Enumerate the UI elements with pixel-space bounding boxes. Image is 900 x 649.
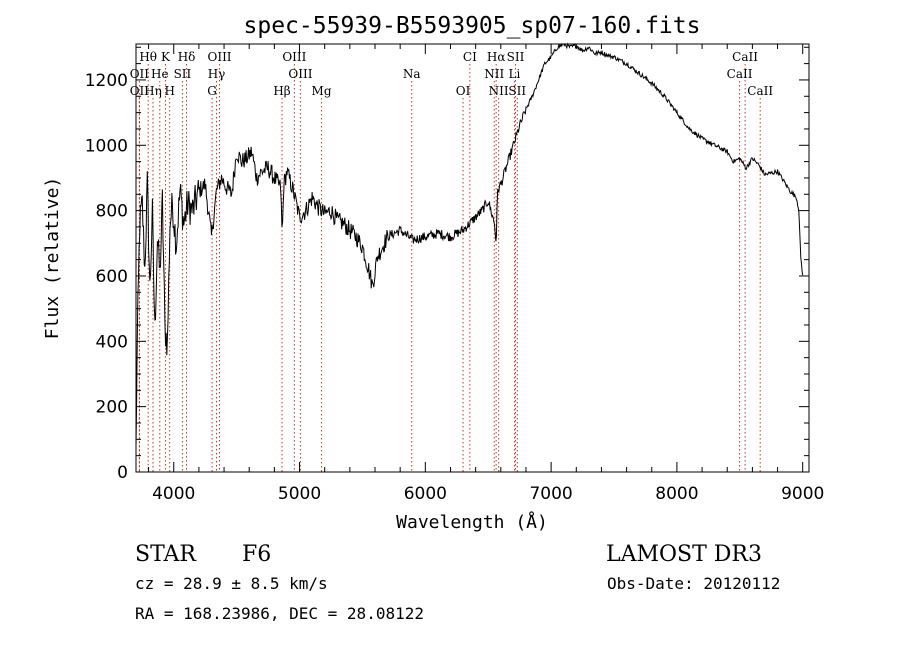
y-tick-label: 0 [117,463,128,483]
spectral-line-label: Hα [487,50,506,64]
spectral-line-label: Mg [312,84,332,98]
axis-ticks: 4000 5000 6000 7000 8000 9000 0 200 400 600 800 100… [85,44,824,504]
x-tick-label: 7000 [529,484,572,504]
spectral-line-label: G [207,84,217,98]
spectral-line-label: He [151,67,169,81]
spectral-line-label: K [161,50,171,64]
chart-title: spec-55939-B5593905_sp07-160.fits [244,13,701,39]
y-tick-label: 1200 [85,71,128,91]
x-tick-label: 4000 [152,484,195,504]
survey-name: LAMOST DR3 [606,542,762,567]
plot-frame [135,43,810,473]
spectral-line-label: Li [508,67,520,81]
spectral-line-label: NII [489,84,509,98]
redshift-cz: cz = 28.9 ± 8.5 km/s [135,574,328,593]
x-axis-label: Wavelength (Å) [396,511,548,533]
spectral-line-label: CaII [747,84,773,98]
spectral-line-label: OIII [207,50,231,64]
obs-date: Obs-Date: 20120112 [607,574,780,593]
spectral-line-label: CaII [732,50,758,64]
spectral-line-label: OIII [288,67,312,81]
y-tick-label: 400 [96,332,128,352]
spectral-line-label: H [164,84,174,98]
y-tick-label: 800 [96,202,128,222]
ra-dec: RA = 168.23986, DEC = 28.08122 [135,604,424,623]
spectral-line-label: Hθ [139,50,157,64]
spectral-line-label: Hγ [208,67,226,81]
x-tick-label: 6000 [404,484,447,504]
spectral-line-label: Hβ [273,84,290,98]
spectral-line-label: OI [456,84,471,98]
spectral-line-label: CaII [727,67,753,81]
spectral-line-label: SII [507,50,525,64]
x-tick-label: 5000 [278,484,321,504]
y-axis-label: Flux (relative) [42,177,63,340]
spectral-line-label: OII [130,84,150,98]
series-layer [135,42,804,447]
spectral-line-label: Hη [144,84,162,98]
x-tick-label: 9000 [781,484,824,504]
spectral-line-label: CI [463,50,477,64]
spectral-line-label: SII [508,84,526,98]
y-tick-label: 600 [96,267,128,287]
object-subclass: F6 [242,542,271,567]
spectral-line-label: OIII [282,50,306,64]
spectral-line-label: NII [484,67,504,81]
spectral-lines-layer [138,64,761,472]
spectral-line-label: OII [130,67,150,81]
spectrum-line [135,42,804,447]
spectral-line-label: SII [174,67,192,81]
x-tick-label: 8000 [655,484,698,504]
spectral-line-label: Hδ [178,50,196,64]
spectral-line-label: Na [403,67,421,81]
y-tick-label: 200 [96,398,128,418]
object-class: STAR [135,542,197,567]
y-tick-label: 1000 [85,136,128,156]
